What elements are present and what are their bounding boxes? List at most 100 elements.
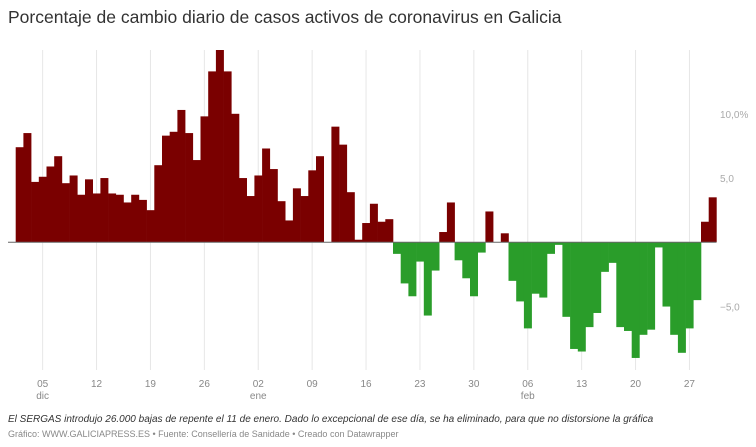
- bar-21-feb: [639, 242, 648, 335]
- bar-21-ene: [400, 242, 409, 284]
- bar-09-dic: [69, 175, 78, 243]
- bar-25-feb: [670, 242, 679, 335]
- bar-30-ene: [470, 242, 478, 297]
- bar-23-dic: [177, 109, 186, 243]
- bar-14-ene: [346, 192, 355, 243]
- bar-22-feb: [647, 242, 656, 330]
- bar-12-ene: [331, 126, 340, 243]
- bar-08-dic: [61, 183, 70, 243]
- bar-29-dic: [223, 71, 232, 243]
- y-tick-label: −5,0: [720, 303, 740, 314]
- bar-25-dic: [192, 160, 201, 243]
- bar-28-dic: [215, 50, 224, 243]
- bar-04-ene: [269, 169, 278, 243]
- bar-17-ene: [369, 203, 378, 243]
- bar-14-dic: [108, 193, 117, 243]
- bar-18-dic: [138, 199, 147, 243]
- bar-31-dic: [239, 178, 247, 243]
- bar-17-dic: [131, 194, 140, 243]
- bar-24-ene: [423, 242, 432, 316]
- bar-25-ene: [431, 242, 440, 271]
- bar-05-ene: [277, 201, 286, 243]
- bar-15-dic: [115, 194, 124, 243]
- x-tick-label: 19: [145, 379, 157, 390]
- bar-19-feb: [624, 242, 632, 331]
- bar-13-ene: [339, 144, 348, 243]
- bar-26-ene: [439, 232, 448, 243]
- bar-16-feb: [600, 242, 609, 272]
- x-tick-label: 12: [91, 379, 103, 390]
- bar-24-feb: [662, 242, 671, 307]
- bar-01-mar: [701, 221, 709, 243]
- bar-20-feb: [631, 242, 640, 358]
- bar-31-ene: [477, 242, 486, 253]
- bar-03-dic: [23, 133, 32, 243]
- bar-16-ene: [362, 223, 371, 243]
- x-tick-label: 02: [253, 379, 265, 390]
- x-tick-label: 30: [468, 379, 480, 390]
- bar-12-dic: [92, 193, 101, 243]
- x-tick-label: 09: [307, 379, 319, 390]
- bar-10-ene: [316, 156, 324, 243]
- bar-26-dic: [200, 116, 209, 243]
- bar-10-dic: [77, 194, 86, 243]
- bar-08-ene: [300, 196, 309, 243]
- x-tick-label: 27: [684, 379, 696, 390]
- bar-13-dic: [100, 178, 109, 243]
- bar-24-dic: [185, 133, 194, 243]
- x-tick-label: 05: [37, 379, 49, 390]
- bar-22-dic: [169, 131, 178, 243]
- bar-30-dic: [231, 113, 240, 243]
- bar-18-ene: [377, 221, 386, 243]
- bar-26-feb: [677, 242, 686, 353]
- bar-27-feb: [685, 242, 694, 329]
- bar-19-ene: [385, 219, 394, 243]
- bar-01-feb: [485, 211, 494, 243]
- bar-03-ene: [262, 148, 271, 243]
- bar-19-dic: [146, 210, 155, 243]
- bar-23-ene: [416, 242, 425, 262]
- bar-04-dic: [31, 181, 40, 243]
- bar-06-ene: [285, 220, 294, 243]
- bar-05-feb: [516, 242, 525, 302]
- bar-01-ene: [246, 196, 255, 243]
- bar-18-feb: [616, 242, 625, 328]
- bar-08-feb: [539, 242, 548, 298]
- bar-28-feb: [693, 242, 702, 301]
- bar-14-feb: [585, 242, 594, 328]
- bar-20-dic: [154, 165, 163, 243]
- bar-13-feb: [577, 242, 586, 352]
- bar-04-feb: [508, 242, 517, 281]
- bar-06-feb: [523, 242, 532, 329]
- x-tick-label: 16: [360, 379, 372, 390]
- bar-12-feb: [570, 242, 579, 349]
- bar-02-mar: [708, 197, 717, 243]
- bar-06-dic: [46, 166, 55, 243]
- chart-title: Porcentaje de cambio diario de casos act…: [8, 7, 562, 27]
- bar-16-dic: [123, 202, 132, 243]
- bar-09-feb: [547, 242, 555, 254]
- bar-11-dic: [85, 179, 93, 243]
- bar-17-feb: [608, 242, 617, 263]
- credit-line: Gráfico: WWW.GALICIAPRESS.ES • Fuente: C…: [8, 429, 399, 439]
- x-month-label: ene: [250, 391, 267, 402]
- bar-02-ene: [254, 175, 263, 243]
- bar-15-ene: [354, 239, 363, 243]
- footnote: El SERGAS introdujo 26.000 bajas de repe…: [8, 414, 654, 425]
- bar-20-ene: [393, 242, 401, 254]
- y-tick-label: 5,0: [720, 174, 734, 185]
- bar-22-ene: [408, 242, 417, 297]
- x-tick-label: 26: [199, 379, 211, 390]
- x-month-label: feb: [521, 391, 535, 402]
- y-axis: 10,0% 5,0 −5,0: [720, 110, 748, 314]
- x-tick-label: 23: [414, 379, 426, 390]
- bar-03-feb: [500, 233, 509, 243]
- bar-09-ene: [308, 170, 317, 243]
- bar-28-ene: [454, 242, 463, 261]
- x-tick-label: 13: [576, 379, 588, 390]
- bar-27-ene: [446, 202, 455, 243]
- bar-02-dic: [15, 147, 24, 243]
- x-month-label: dic: [36, 391, 49, 402]
